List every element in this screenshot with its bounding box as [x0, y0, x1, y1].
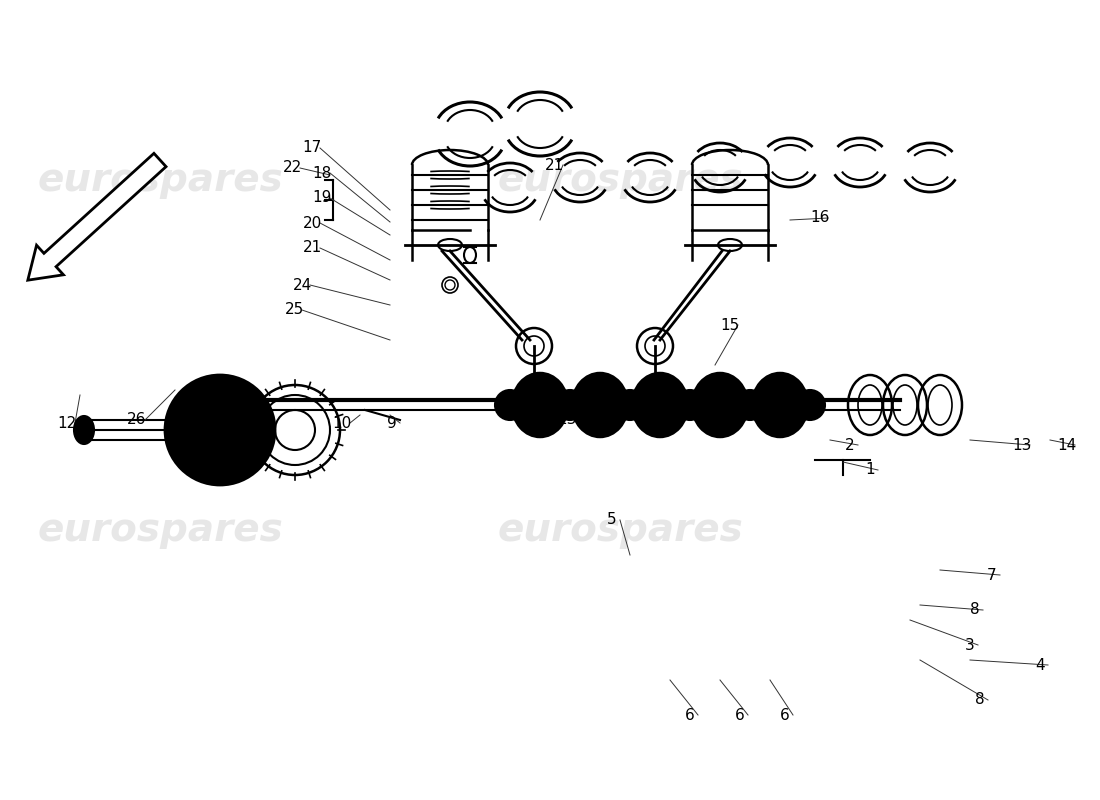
Text: 26: 26	[128, 413, 146, 427]
Text: 9: 9	[387, 415, 397, 430]
Ellipse shape	[735, 390, 764, 420]
Text: 8: 8	[976, 693, 984, 707]
Text: 21: 21	[302, 241, 321, 255]
Text: 8: 8	[970, 602, 980, 618]
Text: 19: 19	[312, 190, 332, 206]
Text: 11: 11	[208, 415, 227, 430]
Text: 22: 22	[283, 161, 301, 175]
Ellipse shape	[615, 390, 645, 420]
Text: 24: 24	[293, 278, 311, 293]
Ellipse shape	[692, 373, 748, 437]
Text: eurospares: eurospares	[37, 161, 283, 199]
Text: 3: 3	[965, 638, 975, 653]
Text: 12: 12	[57, 415, 77, 430]
Ellipse shape	[74, 416, 94, 444]
Ellipse shape	[632, 373, 688, 437]
Ellipse shape	[512, 373, 568, 437]
Ellipse shape	[572, 373, 628, 437]
Ellipse shape	[752, 373, 808, 437]
Text: 5: 5	[607, 513, 617, 527]
FancyArrow shape	[28, 154, 166, 280]
Text: 16: 16	[811, 210, 829, 226]
Text: 15: 15	[720, 318, 739, 333]
Text: 18: 18	[312, 166, 331, 181]
Text: 25: 25	[285, 302, 304, 318]
Text: 4: 4	[1035, 658, 1045, 673]
Text: 13: 13	[1012, 438, 1032, 453]
Text: 2: 2	[845, 438, 855, 453]
Ellipse shape	[675, 390, 705, 420]
Text: 20: 20	[302, 215, 321, 230]
Text: 14: 14	[1057, 438, 1077, 453]
Text: 23: 23	[559, 413, 578, 427]
Text: eurospares: eurospares	[497, 161, 742, 199]
Ellipse shape	[795, 390, 825, 420]
Text: 10: 10	[332, 415, 352, 430]
Text: 17: 17	[302, 141, 321, 155]
Text: 6: 6	[780, 707, 790, 722]
Ellipse shape	[495, 390, 525, 420]
Text: 1: 1	[866, 462, 874, 478]
Ellipse shape	[556, 390, 585, 420]
Text: 21: 21	[546, 158, 564, 173]
Text: eurospares: eurospares	[497, 511, 742, 549]
Ellipse shape	[165, 375, 275, 485]
Text: 6: 6	[735, 707, 745, 722]
Text: 6: 6	[685, 707, 695, 722]
Text: 7: 7	[987, 567, 997, 582]
Text: eurospares: eurospares	[37, 511, 283, 549]
